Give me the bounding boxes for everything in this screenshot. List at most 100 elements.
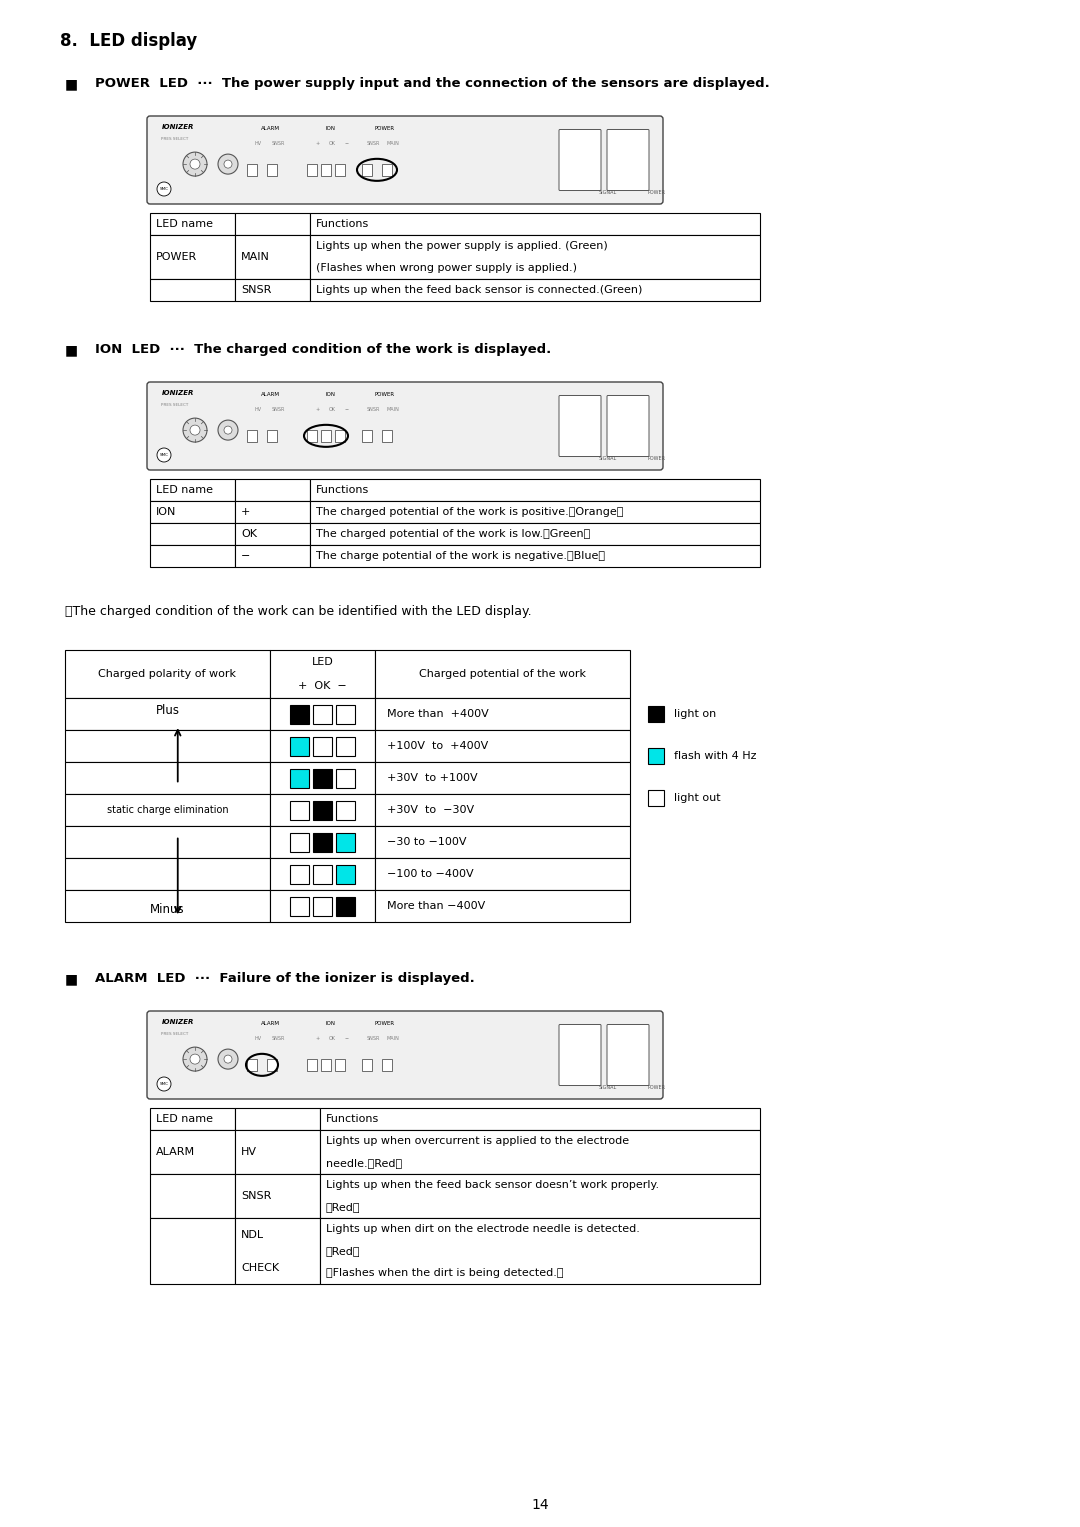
Text: +: + <box>316 1037 320 1041</box>
Bar <box>307 1058 318 1070</box>
Bar <box>648 705 664 722</box>
Bar <box>150 212 235 235</box>
Text: ALARM: ALARM <box>260 392 280 397</box>
Text: More than  +400V: More than +400V <box>387 709 489 719</box>
Circle shape <box>190 159 200 169</box>
Text: OK: OK <box>328 408 336 412</box>
Bar <box>235 1130 320 1174</box>
Text: Lights up when overcurrent is applied to the electrode: Lights up when overcurrent is applied to… <box>326 1136 630 1145</box>
Text: ION: ION <box>325 127 335 131</box>
Text: POWER: POWER <box>375 127 395 131</box>
Bar <box>270 762 375 794</box>
Text: MAIN: MAIN <box>387 1037 400 1041</box>
Text: Functions: Functions <box>326 1115 379 1124</box>
Bar <box>235 235 310 279</box>
Text: +100V  to  +400V: +100V to +400V <box>387 741 488 751</box>
Bar <box>313 768 332 788</box>
Bar <box>310 279 760 301</box>
Text: Lights up when the power supply is applied. (Green): Lights up when the power supply is appli… <box>316 241 608 250</box>
Text: (Flashes when wrong power supply is applied.): (Flashes when wrong power supply is appl… <box>316 263 577 273</box>
Text: Charged polarity of work: Charged polarity of work <box>98 669 237 680</box>
Bar <box>320 1130 760 1174</box>
Bar <box>150 235 235 279</box>
Text: −100 to −400V: −100 to −400V <box>387 869 474 880</box>
Text: （Flashes when the dirt is being detected.）: （Flashes when the dirt is being detected… <box>326 1267 564 1278</box>
Text: −30 to −100V: −30 to −100V <box>387 837 467 847</box>
Text: OK: OK <box>328 140 336 147</box>
Bar <box>150 1109 235 1130</box>
Text: MAIN: MAIN <box>387 408 400 412</box>
Bar <box>270 890 375 922</box>
Text: SNSR: SNSR <box>241 1191 271 1202</box>
Bar <box>362 1058 372 1070</box>
Bar <box>648 748 664 764</box>
Text: SNSR: SNSR <box>366 140 380 147</box>
Bar <box>270 794 375 826</box>
Text: ・The charged condition of the work can be identified with the LED display.: ・The charged condition of the work can b… <box>65 605 531 618</box>
Text: −: − <box>345 408 349 412</box>
Bar <box>382 429 392 441</box>
Bar <box>150 279 235 301</box>
Bar <box>375 651 630 698</box>
Bar <box>321 163 330 176</box>
Bar <box>270 826 375 858</box>
Bar <box>291 800 309 820</box>
Text: POWER: POWER <box>156 252 198 263</box>
Text: SNSR: SNSR <box>271 1037 285 1041</box>
Text: 14: 14 <box>531 1498 549 1512</box>
Text: ■: ■ <box>65 973 78 986</box>
Bar <box>375 794 630 826</box>
Bar <box>313 832 332 852</box>
Text: +30V  to +100V: +30V to +100V <box>387 773 477 783</box>
Text: HV: HV <box>255 408 261 412</box>
Bar <box>382 163 392 176</box>
Bar <box>247 163 257 176</box>
Text: The charged potential of the work is low.（Green）: The charged potential of the work is low… <box>316 528 591 539</box>
Bar <box>65 890 270 922</box>
Bar <box>336 704 355 724</box>
Text: Minus: Minus <box>150 902 185 916</box>
Text: flash with 4 Hz: flash with 4 Hz <box>674 751 756 760</box>
Bar <box>291 864 309 884</box>
Bar <box>65 730 270 762</box>
Text: 8.  LED display: 8. LED display <box>60 32 198 50</box>
FancyBboxPatch shape <box>147 1011 663 1099</box>
Bar <box>362 429 372 441</box>
Bar <box>375 762 630 794</box>
Text: +: + <box>316 140 320 147</box>
Circle shape <box>224 160 232 168</box>
Text: HV: HV <box>241 1147 257 1157</box>
Bar <box>336 736 355 756</box>
Text: ■: ■ <box>65 76 78 92</box>
Text: SMC: SMC <box>160 1083 168 1086</box>
Bar <box>270 698 375 730</box>
Text: （Red）: （Red） <box>326 1246 361 1257</box>
Text: needle.（Red）: needle.（Red） <box>326 1157 402 1168</box>
Circle shape <box>157 1077 171 1090</box>
Bar <box>313 800 332 820</box>
Bar <box>235 1219 320 1284</box>
Bar <box>375 858 630 890</box>
Text: OK: OK <box>328 1037 336 1041</box>
Bar <box>235 545 310 567</box>
Bar <box>65 858 270 890</box>
Bar <box>291 736 309 756</box>
Text: ■: ■ <box>65 344 78 357</box>
Circle shape <box>190 425 200 435</box>
FancyBboxPatch shape <box>559 395 600 457</box>
Bar <box>310 501 760 524</box>
Text: POWER: POWER <box>647 457 665 461</box>
Bar <box>270 651 375 698</box>
Bar <box>235 479 310 501</box>
Bar <box>648 789 664 806</box>
Bar <box>235 1174 320 1219</box>
Text: ION: ION <box>156 507 176 518</box>
Text: −: − <box>241 551 251 560</box>
Bar <box>336 800 355 820</box>
Text: IONIZER: IONIZER <box>162 389 194 395</box>
Bar <box>310 212 760 235</box>
Text: POWER  LED  ···  The power supply input and the connection of the sensors are di: POWER LED ··· The power supply input and… <box>95 76 770 90</box>
Text: SMC: SMC <box>160 454 168 457</box>
Bar <box>313 864 332 884</box>
Circle shape <box>218 1049 238 1069</box>
